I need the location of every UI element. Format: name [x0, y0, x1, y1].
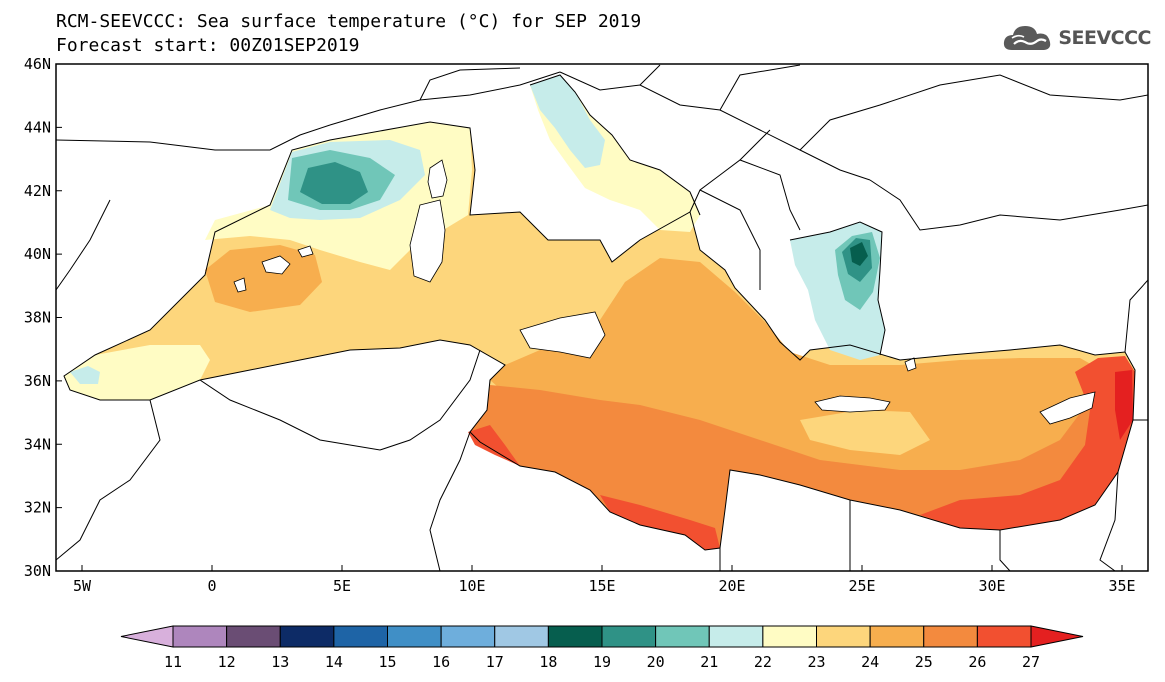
colorbar-swatch [440, 625, 496, 648]
aegean-coastline [789, 221, 886, 356]
colorbar-swatch [976, 625, 1032, 648]
lat-tick-label: 44N [24, 118, 51, 136]
colorbar-label: 14 [325, 653, 343, 671]
colorbar-over-triangle [1030, 625, 1084, 648]
colorbar-label: 11 [164, 653, 182, 671]
sea-alboran-cool [70, 366, 100, 384]
lat-tick-label: 38N [24, 309, 51, 327]
lon-tick-label: 20E [718, 577, 745, 595]
lon-tick-label: 30E [978, 577, 1005, 595]
colorbar-swatch [333, 625, 388, 648]
longitude-axis: 5W 0 5E 10E 15E 20E 25E 30E 35E [73, 565, 1136, 595]
sea-levantine-hottest [920, 356, 1135, 530]
lat-tick-label: 42N [24, 182, 51, 200]
colorbar-label: 25 [915, 653, 933, 671]
island-sardinia [409, 199, 446, 283]
colorbar-label: 20 [647, 653, 665, 671]
colorbar-swatch [708, 625, 764, 648]
sea-gulf-of-sirte-hot [600, 495, 720, 550]
colorbar-swatch [172, 625, 228, 648]
lat-tick-label: 32N [24, 499, 51, 517]
colorbar-label: 18 [539, 653, 557, 671]
colorbar-swatch [547, 625, 603, 648]
colorbar-label: 13 [271, 653, 289, 671]
colorbar-label: 26 [968, 653, 986, 671]
colorbar-swatch [226, 625, 281, 648]
sea-gulf-of-lion-coldest [300, 162, 368, 204]
colorbar-label: 17 [486, 653, 504, 671]
colorbar-label: 21 [700, 653, 718, 671]
colorbar-label: 23 [807, 653, 825, 671]
sea-northern-adriatic [530, 75, 605, 168]
colorbar-swatch [762, 625, 817, 648]
forecast-start-subtitle: Forecast start: 00Z01SEP2019 [56, 35, 360, 56]
lat-tick-label: 34N [24, 435, 51, 453]
colorbar: 11 12 13 14 15 16 17 18 19 20 21 22 23 24 25 26 27 [120, 625, 1084, 671]
lat-tick-label: 30N [24, 562, 51, 580]
lon-tick-label: 5E [333, 577, 351, 595]
lon-tick-label: 15E [588, 577, 615, 595]
seevccc-logo: SEEVCCC [1002, 22, 1151, 54]
lon-tick-label: 0 [207, 577, 216, 595]
lon-tick-label: 5W [73, 577, 92, 595]
colorbar-swatch [494, 625, 549, 648]
island-ibiza [233, 277, 247, 293]
sea-gabes-hot [468, 425, 520, 466]
coastline [63, 121, 1136, 551]
colorbar-swatch [816, 625, 871, 648]
colorbar-swatch [923, 625, 978, 648]
colorbar-under-triangle [120, 625, 174, 648]
colorbar-label: 27 [1022, 653, 1040, 671]
island-crete [814, 395, 891, 413]
colorbar-label: 15 [378, 653, 396, 671]
sea-alboran [64, 345, 210, 400]
island-menorca [297, 245, 314, 258]
logo-text: SEEVCCC [1058, 27, 1151, 49]
colorbar-swatch [601, 625, 657, 648]
colorbar-label: 24 [861, 653, 879, 671]
lat-tick-label: 40N [24, 245, 51, 263]
latitude-axis: 46N 44N 42N 40N 38N 36N 34N 32N 30N [24, 55, 62, 580]
country-borders [56, 64, 1148, 571]
sea-balearic-warm [205, 245, 322, 312]
colorbar-swatch [279, 625, 335, 648]
sea-temperature-field [56, 64, 1148, 571]
colorbar-label: 12 [218, 653, 236, 671]
lat-tick-label: 36N [24, 372, 51, 390]
colorbar-swatch [869, 625, 925, 648]
sea-ionian-cooler-patch [800, 410, 930, 455]
island-mallorca [261, 255, 291, 275]
island-sicily [519, 311, 606, 359]
colorbar-label: 19 [593, 653, 611, 671]
lon-tick-label: 10E [458, 577, 485, 595]
map-title: RCM-SEEVCCC: Sea surface temperature (°C… [56, 11, 642, 32]
colorbar-swatch [387, 625, 442, 648]
island-cyprus [1039, 391, 1096, 425]
lon-tick-label: 35E [1108, 577, 1135, 595]
colorbar-swatch [655, 625, 710, 648]
colorbar-label: 16 [432, 653, 450, 671]
sea-levant-coast-darkest [1115, 370, 1133, 440]
cloud-icon [1004, 26, 1051, 50]
island-corsica [427, 159, 448, 199]
sea-aegean-coldest [850, 242, 868, 266]
lat-tick-label: 46N [24, 55, 51, 73]
lon-tick-label: 25E [848, 577, 875, 595]
colorbar-label: 22 [754, 653, 772, 671]
adriatic-coastline [529, 74, 701, 216]
